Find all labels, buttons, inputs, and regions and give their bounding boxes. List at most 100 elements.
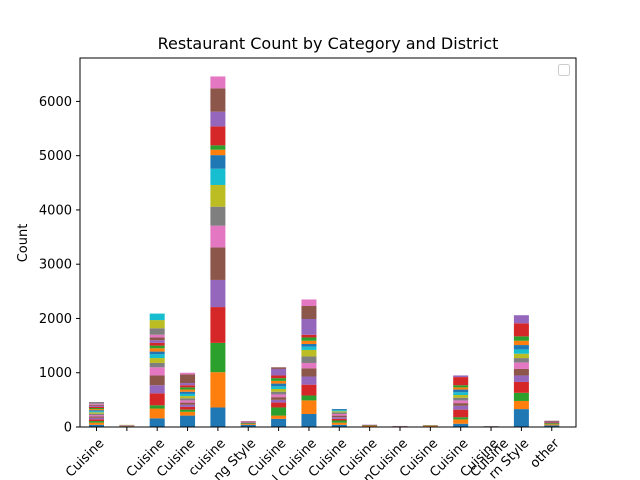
bar-segment (513, 368, 529, 376)
bar-segment (301, 340, 317, 344)
bar-segment (180, 411, 196, 416)
bar-segment (89, 402, 104, 404)
bar-segment (210, 111, 226, 127)
bar-segment (89, 424, 104, 427)
plot-area-frame (79, 57, 577, 428)
bar-segment (271, 391, 287, 395)
bar-segment (513, 336, 529, 341)
bar-segment (240, 421, 256, 422)
bar-segment (513, 400, 529, 410)
bar-stacks (89, 76, 560, 427)
bar-segment (271, 402, 287, 408)
bar-segment (301, 334, 317, 338)
bar-segment (301, 413, 317, 427)
bar-segment (210, 342, 226, 373)
bar-segment (301, 299, 317, 306)
bar-segment (271, 378, 287, 381)
bar-segment (362, 425, 378, 427)
bar-segment (271, 407, 287, 416)
x-tick-label: other (527, 436, 563, 472)
bar-segment (453, 375, 469, 378)
bar-segment (301, 337, 317, 341)
bar-segment (453, 392, 469, 395)
bar-segment (331, 409, 347, 411)
bar-segment (180, 404, 196, 407)
bar-segment (149, 342, 165, 346)
bar-segment (453, 409, 469, 418)
bar-segment (180, 389, 196, 392)
bar-segment (210, 88, 226, 112)
bar-segment (513, 381, 529, 393)
bar-segment (271, 418, 287, 427)
bar-segment (544, 420, 560, 422)
bar-segment (89, 406, 104, 409)
bar-segment (89, 405, 104, 407)
bar-segment (453, 389, 469, 393)
bar-segment (180, 372, 196, 375)
bar-segment (513, 409, 529, 427)
bar-segment (149, 408, 165, 419)
bar-segment (210, 225, 226, 248)
bar-segment (453, 394, 469, 398)
bar-segment (210, 247, 226, 280)
bar-segment (180, 398, 196, 401)
bar-segment (89, 415, 104, 417)
bar-segment (180, 393, 196, 397)
bar-segment (271, 383, 287, 387)
bar-segment (149, 334, 165, 338)
bar-segment (453, 377, 469, 386)
bar-segment (271, 368, 287, 376)
bar-segment (513, 345, 529, 350)
bar-segment (513, 362, 529, 369)
bar-segment (210, 155, 226, 169)
bar-segment (513, 353, 529, 359)
bar-segment (149, 348, 165, 352)
bar-segment (331, 424, 347, 427)
bar-segment (180, 391, 196, 394)
bar-segment (544, 424, 560, 426)
bar-segment (149, 393, 165, 406)
bar-segment (453, 387, 469, 390)
bar-segment (331, 415, 347, 418)
bar-segment (149, 328, 165, 335)
bar-segment (513, 349, 529, 354)
bar-segment (271, 375, 287, 379)
x-tick-label: Cuisine (63, 436, 107, 480)
bar-segment (453, 405, 469, 410)
bar-segment (513, 358, 529, 363)
bar-segment (271, 394, 287, 398)
bar-segment (240, 424, 256, 425)
bar-segment (301, 356, 317, 363)
bar-segment (513, 392, 529, 401)
bar-segment (271, 415, 287, 419)
bar-segment (210, 372, 226, 408)
bar-segment (180, 400, 196, 403)
y-tick-label: 0 (64, 421, 72, 436)
bar-segment (89, 404, 104, 406)
bar-segment (301, 343, 317, 347)
bar-segment (89, 411, 104, 413)
y-tick-label: 3000 (39, 258, 72, 273)
bar-segment (149, 375, 165, 386)
bar-segment (271, 380, 287, 384)
bar-segment (513, 323, 529, 337)
bar-segment (301, 319, 317, 335)
bar-segment (210, 149, 226, 156)
bar-segment (180, 406, 196, 410)
bar-segment (271, 397, 287, 400)
bar-segment (89, 416, 104, 418)
bar-segment (89, 413, 104, 416)
bar-segment (210, 76, 226, 89)
bar-segment (210, 126, 226, 146)
bar-segment (89, 408, 104, 410)
bar-segment (331, 422, 347, 425)
bar-segment (513, 340, 529, 346)
bar-segment (210, 206, 226, 226)
y-tick-label: 2000 (39, 312, 72, 327)
bar-segment (513, 375, 529, 382)
bar-segment (149, 340, 165, 343)
bar-segment (89, 419, 104, 422)
y-tick-label: 5000 (39, 149, 72, 164)
bar-segment (149, 345, 165, 349)
